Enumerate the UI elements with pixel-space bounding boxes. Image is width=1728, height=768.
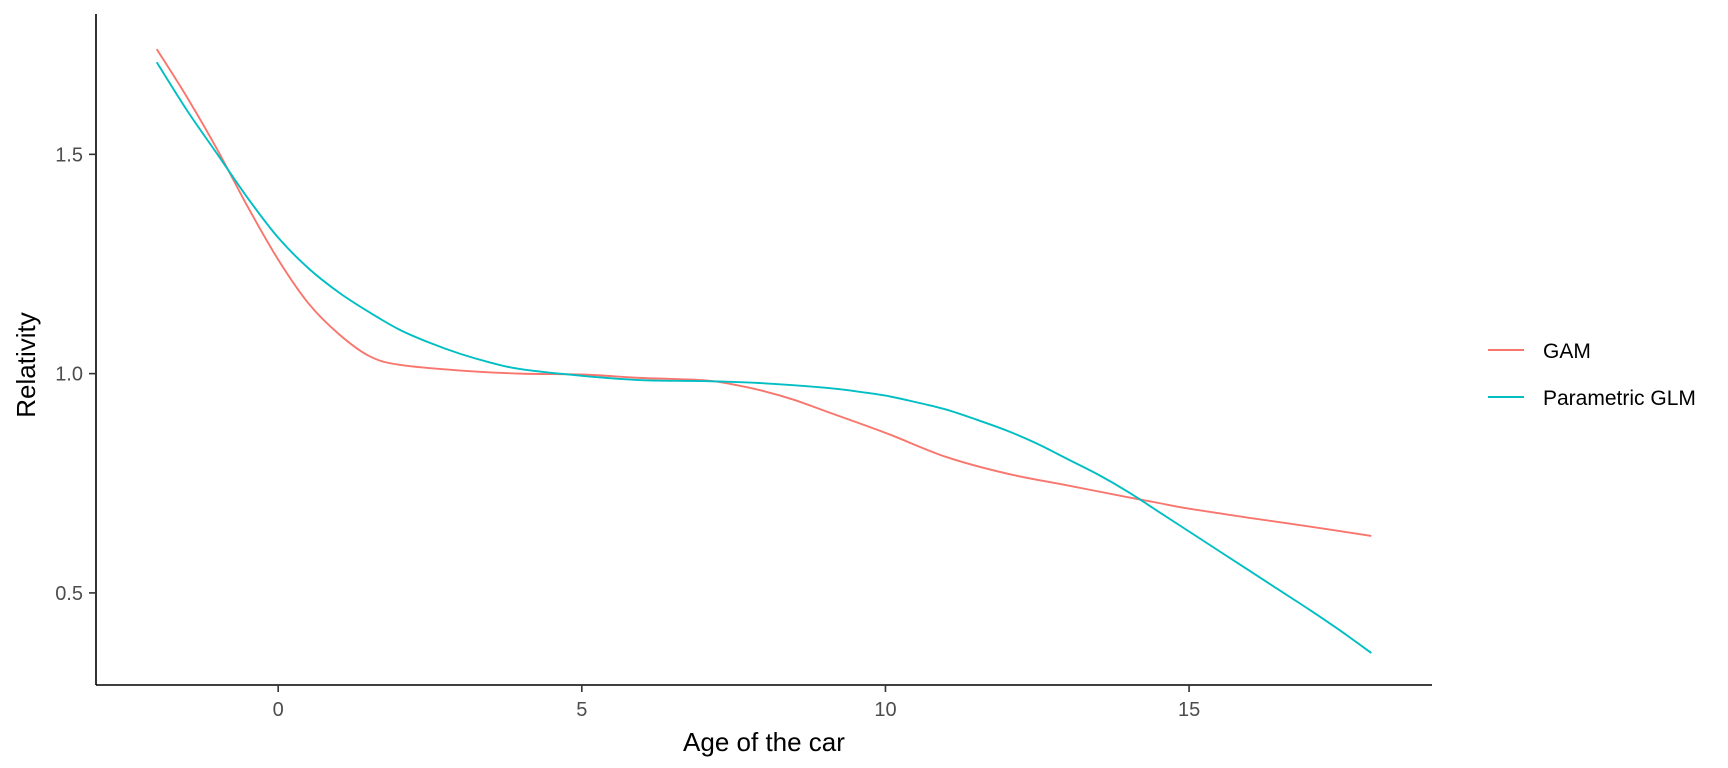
x-tick-label: 10 — [874, 699, 896, 721]
x-tick-label: 15 — [1178, 699, 1200, 721]
plot-area — [155, 48, 1372, 654]
y-ticks: 0.5 1.0 1.5 — [55, 144, 96, 605]
legend-label-parametric-glm: Parametric GLM — [1543, 387, 1696, 410]
y-tick-label: 0.5 — [55, 583, 83, 605]
legend: GAM Parametric GLM — [1488, 340, 1696, 410]
x-axis-title: Age of the car — [683, 727, 845, 757]
x-tick-label: 5 — [576, 699, 587, 721]
y-tick-label: 1.0 — [55, 364, 83, 386]
x-ticks: 0 5 10 15 — [273, 685, 1200, 721]
legend-label-gam: GAM — [1543, 340, 1591, 363]
series-line-parametric-glm — [155, 61, 1372, 654]
series-layer — [155, 48, 1372, 654]
y-tick-label: 1.5 — [55, 144, 83, 166]
x-tick-label: 0 — [273, 699, 284, 721]
y-axis-title: Relativity — [11, 312, 41, 417]
